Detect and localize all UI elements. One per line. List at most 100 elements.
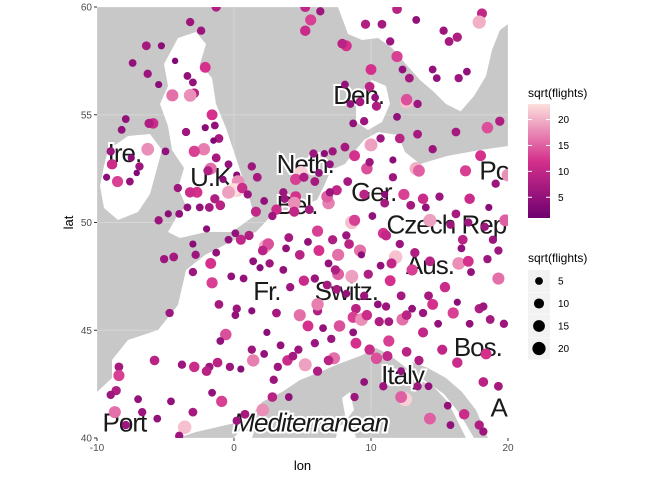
data-point-124	[413, 382, 422, 391]
data-point-149	[391, 50, 403, 63]
data-point-212	[284, 233, 294, 243]
data-point-157	[412, 16, 421, 24]
data-point-180	[267, 392, 278, 402]
adriatic-sea	[410, 362, 488, 438]
data-point-8	[144, 118, 154, 129]
data-point-280	[451, 127, 461, 137]
y-tick-label-1: 45	[81, 326, 93, 337]
data-point-215	[327, 235, 338, 245]
data-point-218	[376, 261, 385, 270]
data-point-259	[349, 328, 358, 337]
data-point-258	[327, 334, 336, 344]
data-point-270	[434, 319, 443, 328]
data-point-67	[312, 366, 323, 376]
map-label-14: Mediterranean	[233, 408, 388, 438]
data-point-266	[474, 420, 484, 430]
data-point-105	[332, 284, 342, 294]
data-point-322	[155, 80, 163, 89]
x-tick-label-2: 10	[365, 443, 377, 454]
map-label-6: Po	[479, 155, 509, 185]
data-point-238	[128, 59, 137, 67]
y-tick-label-3: 55	[81, 110, 93, 121]
data-point-261	[379, 382, 388, 391]
data-point-146	[355, 97, 365, 107]
data-point-95	[380, 198, 390, 208]
data-point-104	[311, 298, 324, 311]
data-point-229	[413, 129, 423, 139]
data-point-314	[494, 246, 503, 255]
data-point-90	[388, 173, 398, 182]
data-point-222	[368, 212, 377, 220]
data-point-164	[316, 7, 325, 16]
y-axis-title: lat	[61, 215, 76, 229]
data-point-186	[493, 381, 503, 391]
data-point-246	[203, 225, 211, 233]
data-point-217	[357, 251, 366, 259]
data-point-220	[406, 200, 416, 210]
data-point-12	[210, 137, 217, 144]
data-point-335	[465, 319, 474, 328]
map-label-15: Ar	[491, 392, 516, 422]
data-point-148	[346, 100, 355, 108]
data-point-292	[340, 142, 350, 152]
data-point-176	[167, 397, 175, 406]
data-point-283	[462, 67, 471, 76]
data-point-190	[447, 307, 459, 319]
y-axis: 40 45 50 55 60	[81, 3, 97, 445]
data-point-210	[330, 265, 341, 275]
data-point-260	[364, 344, 375, 355]
data-point-268	[446, 421, 455, 429]
data-point-163	[299, 25, 311, 36]
data-point-43	[244, 230, 254, 241]
data-point-320	[211, 7, 221, 12]
data-point-82	[348, 214, 361, 226]
map-label-4: Ger.	[351, 177, 396, 207]
data-point-254	[260, 350, 269, 358]
data-point-3	[183, 72, 192, 80]
size-legend: sqrt(flights) 5 10 15 20	[528, 251, 587, 360]
data-point-26	[243, 190, 252, 199]
data-point-277	[485, 203, 493, 212]
data-point-41	[133, 169, 140, 177]
data-point-127	[439, 281, 451, 293]
data-point-241	[161, 147, 170, 156]
data-point-208	[313, 245, 325, 256]
data-point-159	[377, 19, 387, 29]
data-point-55	[256, 264, 264, 272]
data-point-103	[363, 269, 373, 279]
data-point-0	[185, 17, 195, 27]
data-point-301	[310, 274, 320, 283]
data-point-209	[332, 248, 345, 261]
data-point-74	[315, 169, 323, 177]
color-legend-bar	[528, 104, 550, 218]
data-point-86	[325, 188, 335, 197]
data-point-168	[114, 362, 124, 372]
data-point-122	[424, 412, 436, 425]
data-point-118	[382, 351, 393, 362]
data-point-92	[413, 164, 425, 177]
data-point-191	[478, 377, 489, 387]
data-point-47	[249, 257, 258, 266]
data-point-32	[183, 203, 192, 212]
data-point-172	[201, 366, 212, 377]
data-point-319	[196, 26, 206, 35]
data-point-133	[423, 213, 437, 227]
data-point-285	[404, 73, 414, 83]
data-point-158	[392, 7, 402, 15]
data-point-51	[169, 252, 179, 262]
data-point-279	[475, 150, 487, 162]
data-point-117	[383, 335, 395, 347]
data-point-35	[141, 142, 155, 156]
data-point-175	[113, 369, 125, 382]
data-point-248	[191, 250, 200, 259]
data-point-252	[225, 362, 235, 372]
data-point-334	[138, 407, 147, 417]
data-point-144	[365, 64, 377, 75]
data-point-185	[272, 442, 280, 450]
data-point-14	[188, 145, 200, 157]
data-point-203	[310, 339, 320, 348]
data-point-72	[290, 173, 302, 185]
data-point-134	[457, 234, 468, 245]
data-point-289	[393, 113, 401, 121]
data-point-230	[428, 145, 437, 154]
